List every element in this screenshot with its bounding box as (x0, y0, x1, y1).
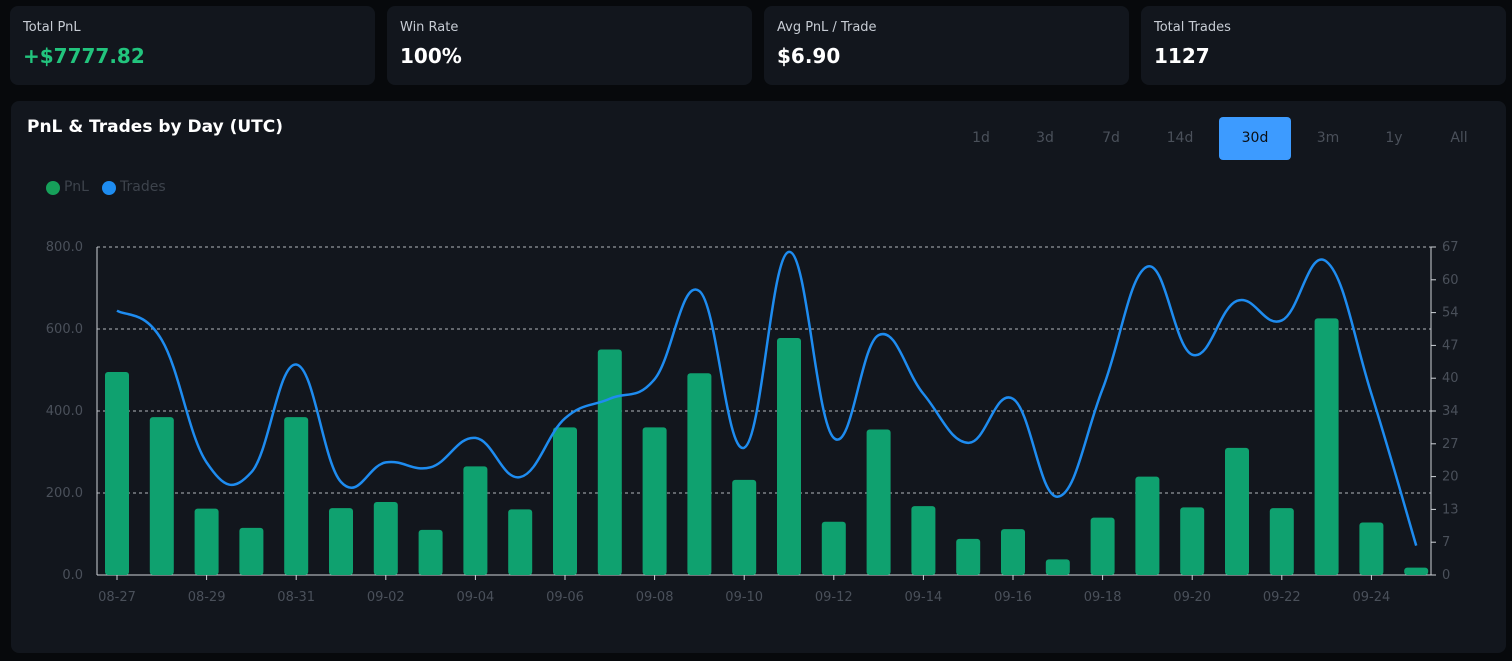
pnl-bar (1314, 318, 1339, 575)
range-selector: 1d 3d 7d 14d 30d 3m 1y All (11, 117, 1506, 160)
pnl-bar (597, 349, 622, 575)
x-tick-label: 09-02 (367, 590, 405, 605)
pnl-bar (1359, 522, 1384, 575)
pnl-bar (508, 509, 533, 575)
stat-label: Total PnL (23, 20, 81, 35)
x-tick-label: 09-16 (994, 590, 1032, 605)
panel-title: PnL & Trades by Day (UTC) (27, 117, 284, 137)
pnl-bar (418, 529, 443, 575)
pnl-bar (1404, 567, 1429, 575)
chart-panel: PnL & Trades by Day (UTC) 1d 3d 7d 14d 3… (11, 101, 1506, 653)
stat-card-avg-pnl: Avg PnL / Trade $6.90 (764, 6, 1129, 85)
stat-value: 1127 (1154, 44, 1210, 68)
y-left-tick-label: 400.0 (46, 404, 83, 419)
x-tick-label: 08-31 (277, 590, 315, 605)
pnl-bar (329, 508, 353, 575)
pnl-bar (732, 479, 757, 575)
stat-value: +$7777.82 (23, 44, 145, 68)
range-1d-button[interactable]: 1d (972, 130, 990, 146)
legend-label: PnL (64, 179, 89, 195)
y-left-tick-label: 600.0 (46, 322, 83, 337)
stat-value: 100% (400, 44, 462, 68)
pnl-bar (1180, 507, 1205, 575)
stat-card-total-pnl: Total PnL +$7777.82 (10, 6, 375, 85)
stat-label: Avg PnL / Trade (777, 20, 877, 35)
pnl-bar (149, 417, 174, 575)
pnl-bar (1090, 517, 1115, 575)
range-14d-button[interactable]: 14d (1166, 130, 1194, 146)
y-right-tick-label: 34 (1442, 404, 1459, 419)
y-right-tick-label: 47 (1442, 338, 1459, 353)
x-tick-label: 08-27 (98, 590, 136, 605)
stat-card-total-trades: Total Trades 1127 (1141, 6, 1506, 85)
pnl-bar (553, 427, 577, 575)
stat-card-win-rate: Win Rate 100% (387, 6, 752, 85)
range-3d-button[interactable]: 3d (1036, 130, 1054, 146)
pnl-bar (105, 372, 129, 575)
pnl-bar (687, 373, 712, 575)
x-tick-label: 08-29 (188, 590, 226, 605)
stat-value: $6.90 (777, 44, 841, 68)
x-tick-label: 09-04 (457, 590, 495, 605)
y-right-tick-label: 20 (1442, 470, 1459, 485)
pnl-bar (1135, 476, 1160, 575)
x-tick-label: 09-18 (1084, 590, 1122, 605)
y-right-tick-label: 54 (1442, 306, 1459, 321)
y-left-tick-label: 200.0 (46, 486, 83, 501)
x-tick-label: 09-08 (636, 590, 674, 605)
pnl-bar (284, 417, 309, 575)
x-tick-label: 09-24 (1353, 590, 1391, 605)
pnl-bar (911, 506, 936, 575)
legend-dot-trades (102, 181, 116, 195)
range-7d-button[interactable]: 7d (1102, 130, 1120, 146)
pnl-bar (821, 521, 846, 575)
pnl-bar (777, 338, 801, 575)
stat-label: Win Rate (400, 20, 459, 35)
y-right-tick-label: 7 (1442, 535, 1450, 550)
y-right-tick-label: 0 (1442, 568, 1450, 583)
y-right-tick-label: 60 (1442, 273, 1459, 288)
pnl-bar (642, 427, 667, 575)
x-tick-label: 09-20 (1173, 590, 1211, 605)
pnl-bar (194, 508, 219, 575)
y-right-tick-label: 13 (1442, 502, 1459, 517)
range-3m-button[interactable]: 3m (1316, 130, 1340, 146)
trades-line (116, 250, 1418, 546)
range-30d-button[interactable]: 30d (1219, 117, 1291, 160)
pnl-bar (239, 527, 264, 575)
y-right-tick-label: 67 (1442, 240, 1459, 255)
pnl-bar (956, 538, 981, 575)
stat-label: Total Trades (1154, 20, 1231, 35)
legend-dot-pnl (46, 181, 60, 195)
range-1y-button[interactable]: 1y (1385, 130, 1403, 146)
x-tick-label: 09-12 (815, 590, 853, 605)
range-all-button[interactable]: All (1450, 130, 1468, 146)
x-tick-label: 09-10 (725, 590, 763, 605)
legend-label: Trades (120, 179, 166, 195)
y-right-tick-label: 40 (1442, 371, 1459, 386)
x-tick-label: 09-22 (1263, 590, 1301, 605)
x-tick-label: 09-14 (905, 590, 943, 605)
y-left-tick-label: 0.0 (62, 568, 83, 583)
pnl-bar (373, 502, 398, 575)
pnl-bar (1269, 508, 1294, 575)
stats-row: Total PnL +$7777.82 Win Rate 100% Avg Pn… (10, 6, 1507, 85)
pnl-bar (1001, 529, 1025, 575)
pnl-bar (1045, 559, 1070, 575)
pnl-trades-chart: 800.0 600.0 400.0 200.0 0.0 67 60 54 47 40 34 27 20 1… (46, 240, 1459, 605)
y-left-tick-label: 800.0 (46, 240, 83, 255)
pnl-bar (866, 429, 891, 575)
x-tick-label: 09-06 (546, 590, 584, 605)
pnl-bar (1225, 447, 1249, 575)
pnl-bar (463, 466, 488, 575)
y-right-tick-label: 27 (1442, 437, 1459, 452)
